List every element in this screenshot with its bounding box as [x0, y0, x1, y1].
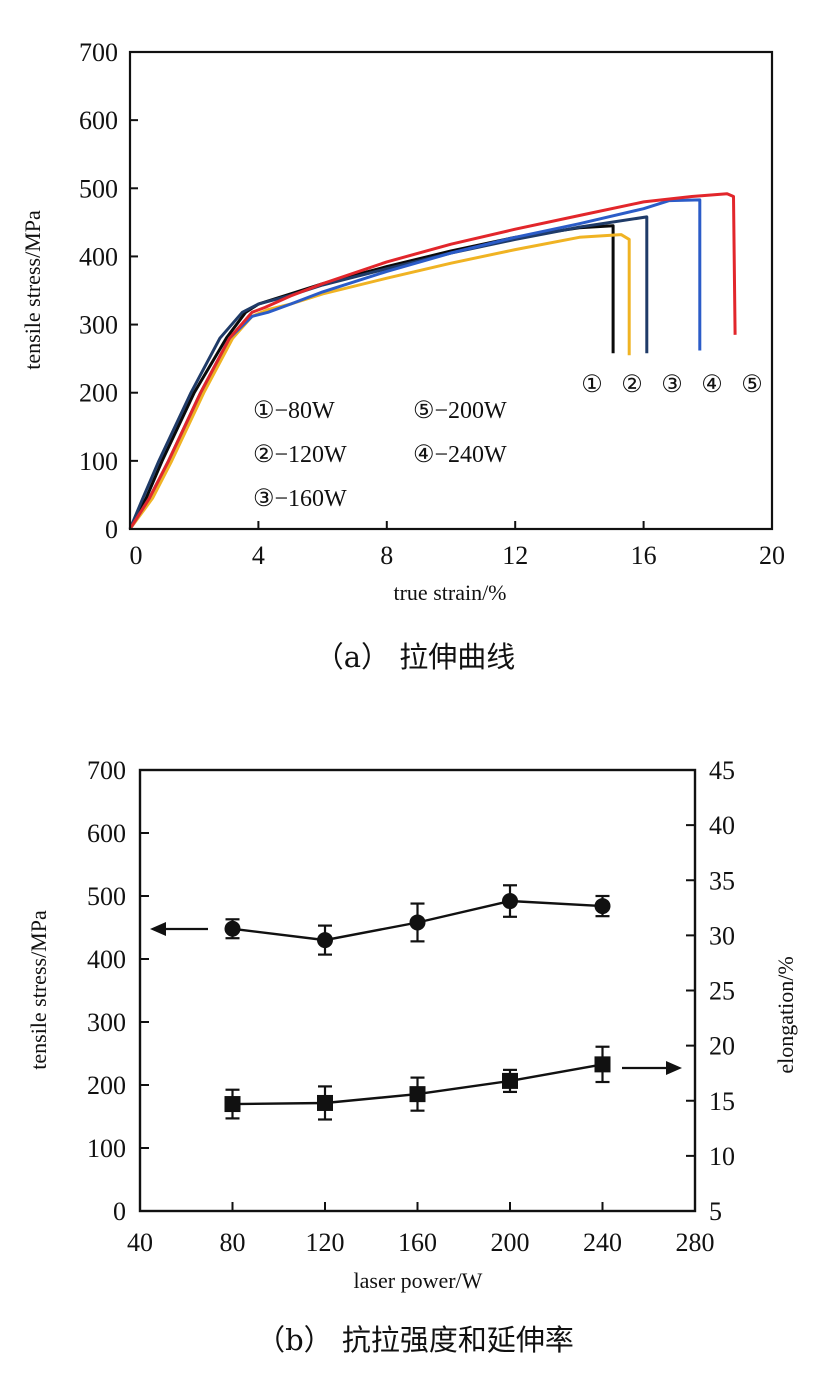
data-point-square	[502, 1072, 518, 1089]
y-tick-label: 200	[79, 379, 118, 408]
y-tick-label: 500	[87, 882, 126, 911]
x-tick-label: 80	[220, 1228, 246, 1257]
chart-b: 0 100 200 300 400 500 600 700 5 10 15 20 25 30 35 40 45…	[26, 756, 798, 1357]
chart-a-frame	[128, 50, 774, 531]
chart-b-ticks	[139, 769, 696, 1212]
chart-b-y-tick-labels: 0 100 200 300 400 500 600 700	[87, 756, 126, 1226]
y2-tick-label: 20	[709, 1032, 735, 1061]
chart-a-y-tick-labels: 0 100 200 300 400 500 600 700	[79, 38, 118, 544]
chart-b-y2-tick-labels: 5 10 15 20 25 30 35 40 45	[709, 756, 735, 1226]
chart-b-series	[224, 884, 611, 1121]
y-tick-label: 100	[79, 447, 118, 476]
x-tick-label: 200	[491, 1228, 530, 1257]
curve-marker-1: ①	[581, 372, 603, 398]
chart-b-frame	[138, 768, 697, 1213]
y-tick-label: 500	[79, 174, 118, 203]
series-line-5	[128, 192, 737, 530]
chart-b-y2-axis-label: elongation/%	[773, 956, 798, 1073]
legend-entry-5: ⑤−200W	[413, 398, 507, 424]
x-tick-label: 120	[306, 1228, 345, 1257]
x-tick-label: 240	[583, 1228, 622, 1257]
y-tick-label: 0	[113, 1197, 126, 1226]
chart-b-caption: （b） 抗拉强度和延伸率	[256, 1323, 574, 1357]
x-tick-label: 16	[631, 541, 657, 570]
curve-marker-3: ③	[661, 372, 683, 398]
y-tick-label: 400	[87, 945, 126, 974]
data-point-square	[409, 1086, 426, 1103]
y-tick-label: 600	[87, 819, 126, 848]
chart-b-x-axis-label: laser power/W	[354, 1268, 483, 1293]
y-tick-label: 0	[105, 515, 118, 544]
y2-tick-label: 10	[709, 1142, 735, 1171]
y2-tick-label: 25	[709, 977, 735, 1006]
y2-tick-label: 15	[709, 1087, 735, 1116]
legend-entry-3: ③−160W	[253, 486, 347, 512]
y2-tick-label: 45	[709, 756, 735, 785]
left-axis-arrow	[150, 922, 208, 936]
data-point-circle	[317, 932, 333, 949]
y-tick-label: 700	[87, 756, 126, 785]
y2-tick-label: 35	[709, 866, 735, 895]
curve-marker-4: ④	[701, 372, 723, 398]
y-tick-label: 200	[87, 1071, 126, 1100]
x-tick-label: 8	[380, 541, 393, 570]
y-tick-label: 300	[87, 1008, 126, 1037]
y-tick-label: 100	[87, 1134, 126, 1163]
data-point-circle	[409, 914, 426, 931]
x-tick-label: 0	[130, 541, 143, 570]
curve-marker-5: ⑤	[741, 372, 763, 398]
y-tick-label: 600	[79, 106, 118, 135]
chart-a-series	[128, 192, 737, 530]
data-point-square	[224, 1096, 241, 1113]
data-point-circle	[502, 893, 518, 910]
data-point-circle	[594, 898, 611, 915]
chart-a-x-tick-labels: 0 4 8 12 16 20	[130, 541, 786, 570]
data-point-square	[317, 1094, 333, 1111]
x-tick-label: 280	[676, 1228, 715, 1257]
x-tick-label: 12	[502, 541, 528, 570]
x-tick-label: 4	[252, 541, 265, 570]
data-point-square	[594, 1056, 611, 1073]
y2-tick-label: 5	[709, 1197, 722, 1226]
right-axis-arrow	[622, 1061, 682, 1075]
chart-a-x-axis-label: true strain/%	[393, 580, 506, 605]
y-tick-label: 300	[79, 311, 118, 340]
curve-marker-2: ②	[621, 372, 643, 398]
y-tick-label: 400	[79, 242, 118, 271]
chart-a-legend: ①−80W ⑤−200W ②−120W ④−240W ③−160W	[253, 398, 507, 512]
y2-tick-label: 30	[709, 921, 735, 950]
y2-tick-label: 40	[709, 811, 735, 840]
legend-entry-4: ④−240W	[413, 442, 507, 468]
chart-a-curve-markers: ① ② ③ ④ ⑤	[581, 372, 763, 398]
chart-a-y-axis-label: tensile stress/MPa	[20, 210, 45, 370]
x-tick-label: 160	[398, 1228, 437, 1257]
x-tick-label: 20	[759, 541, 785, 570]
chart-b-x-tick-labels: 40 80 120 160 200 240 280	[127, 1228, 715, 1257]
x-tick-label: 40	[127, 1228, 153, 1257]
legend-entry-2: ②−120W	[253, 442, 347, 468]
data-point-circle	[224, 920, 241, 937]
chart-b-y-axis-label: tensile stress/MPa	[26, 910, 51, 1070]
chart-a-caption: （a） 拉伸曲线	[315, 640, 516, 674]
y-tick-label: 700	[79, 38, 118, 67]
chart-a: 0 100 200 300 400 500 600 700 0 4 8 12 16 20 true st…	[20, 38, 785, 674]
legend-entry-1: ①−80W	[253, 398, 335, 424]
